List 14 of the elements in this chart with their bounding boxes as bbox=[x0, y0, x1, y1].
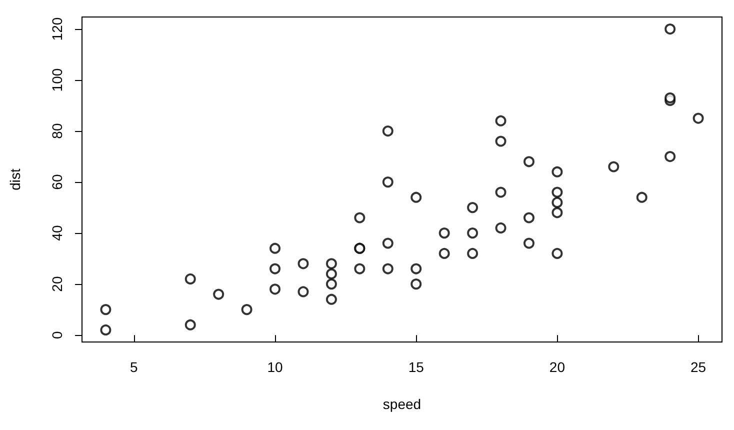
x-tick-label: 15 bbox=[408, 359, 424, 375]
x-tick-label: 10 bbox=[267, 359, 284, 375]
y-tick-label: 80 bbox=[49, 123, 65, 139]
y-tick-label: 20 bbox=[49, 276, 65, 292]
x-tick-label: 20 bbox=[549, 359, 566, 375]
x-tick-label: 25 bbox=[690, 359, 706, 375]
x-tick-label: 5 bbox=[130, 359, 138, 375]
y-tick-label: 60 bbox=[49, 174, 65, 190]
y-tick-label: 40 bbox=[49, 225, 65, 241]
x-axis-title: speed bbox=[382, 396, 422, 412]
y-axis-title: dist bbox=[7, 168, 23, 190]
y-tick-label: 0 bbox=[49, 330, 65, 339]
y-tick-label: 120 bbox=[49, 17, 65, 41]
y-tick-label: 100 bbox=[49, 68, 65, 92]
